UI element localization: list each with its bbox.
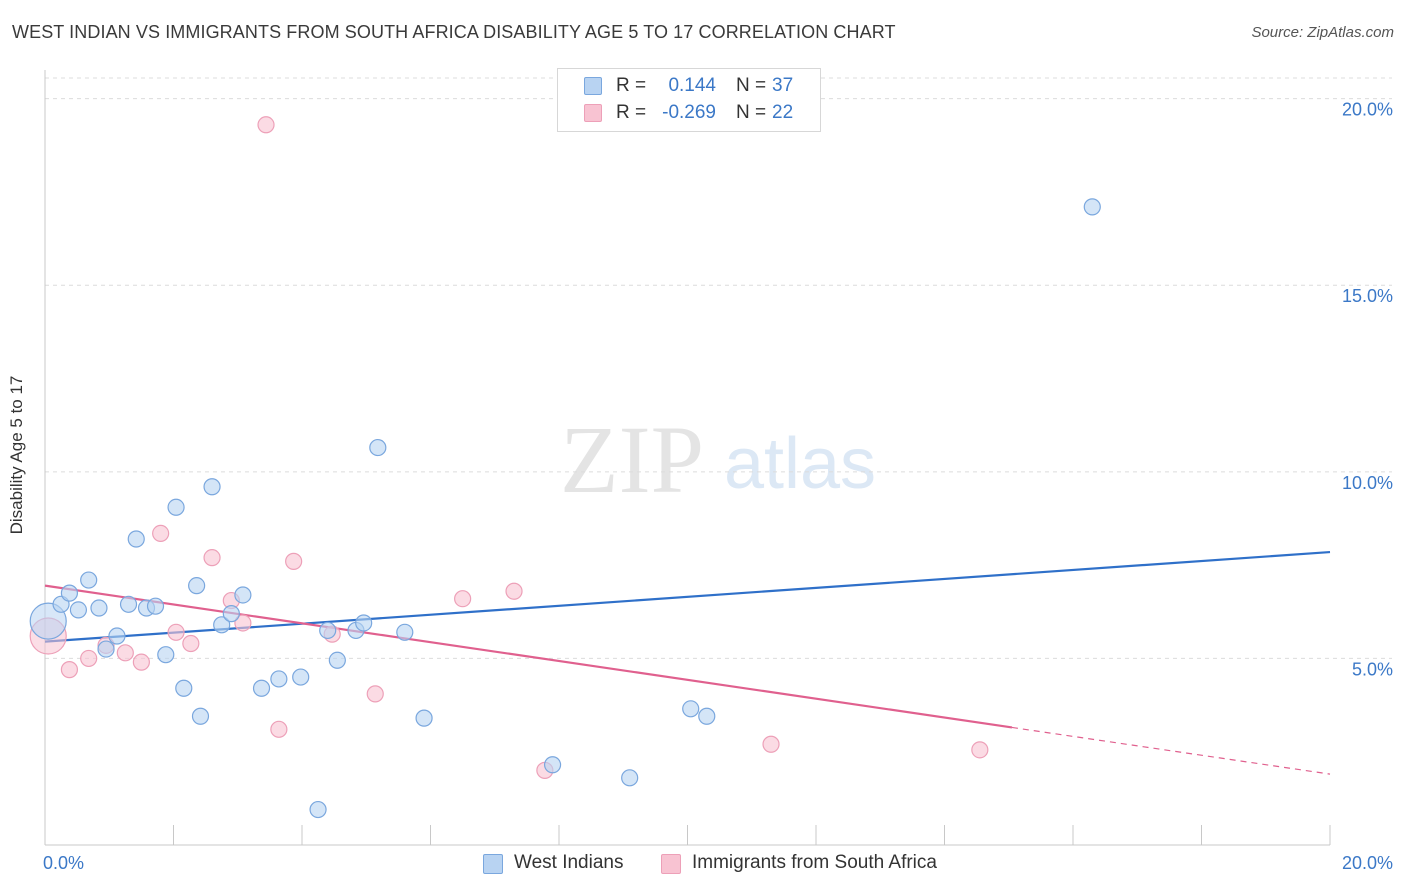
watermark-zip: ZIP [560,406,704,513]
data-point-blue [396,623,414,641]
data-point-blue [415,709,433,727]
data-point-blue [188,577,206,595]
data-point-pink [80,649,98,668]
data-point-blue [203,478,221,496]
data-point-blue [222,605,240,623]
x-tick-label: 20.0% [1342,853,1393,873]
data-point-blue [167,498,185,516]
source-credit: Source: ZipAtlas.com [1251,24,1394,41]
r-value: 0.144 [668,75,716,96]
swatch-south-africa [584,104,602,122]
data-point-blue [80,571,98,589]
x-tick-label: 0.0% [43,853,84,873]
y-axis-label: Disability Age 5 to 17 [7,375,26,535]
data-point-blue [191,707,210,725]
r-label: R = [616,102,647,123]
data-point-blue [543,756,562,774]
data-point-blue [157,646,175,664]
trend-line-blue [44,550,1331,643]
data-point-blue [270,670,288,688]
data-point-pink [116,644,134,662]
watermark-atlas: atlas [724,424,876,504]
stats-legend: R = 0.144 N = 37 R = -0.269 N = 22 [557,68,821,132]
data-point-pink [454,590,472,608]
data-point-blue [369,438,387,457]
data-point-blue [319,621,337,640]
data-point-pink [270,720,288,738]
data-point-blue [108,627,126,645]
series-legend: West Indians Immigrants from South Afric… [0,851,1406,877]
data-point-pink [505,582,523,600]
data-point-blue [60,584,79,602]
swatch-west-indians [584,77,602,95]
data-point-pink [167,623,185,641]
watermark: ZIP atlas [560,406,876,513]
data-point-blue [621,769,639,787]
data-point-pink [762,735,780,753]
y-tick-label: 20.0% [1342,100,1393,120]
data-point-pink [60,661,79,679]
data-point-blue [292,668,310,686]
trend-extension-pink [1011,726,1331,775]
data-point-blue [97,640,115,658]
data-point-blue [213,616,231,634]
data-point-pink [132,653,150,671]
legend-swatch-south-africa [661,854,681,874]
chart-title: WEST INDIAN VS IMMIGRANTS FROM SOUTH AFR… [12,22,896,42]
legend-swatch-west-indians [483,854,503,874]
n-value: 22 [772,102,794,123]
trend-line-pink [44,584,1013,729]
data-point-pink [234,614,252,632]
data-point-blue [175,679,193,697]
data-point-blue [328,651,346,669]
data-point-blue [355,614,373,632]
data-point-blue [309,800,327,819]
r-value: -0.269 [662,102,716,123]
data-point-blue [682,700,700,718]
y-tick-label: 15.0% [1342,286,1393,306]
data-point-blue [29,602,67,640]
data-point-pink [152,524,170,543]
data-point-blue [698,707,716,725]
data-point-pink [285,552,303,570]
legend-label-south-africa: Immigrants from South Africa [692,852,937,873]
r-label: R = [616,75,647,96]
data-point-blue [119,595,138,613]
n-value: 37 [772,75,794,96]
data-point-blue [90,599,108,617]
data-point-blue [234,586,252,604]
data-point-blue [69,601,88,619]
data-point-blue [127,530,145,548]
data-point-blue [146,597,165,615]
y-tick-label: 10.0% [1342,473,1393,493]
data-point-pink [257,116,275,134]
n-label: N = [736,102,767,123]
data-point-blue [1083,198,1101,216]
data-point-pink [366,685,384,703]
legend-label-west-indians: West Indians [514,852,624,873]
y-tick-label: 5.0% [1352,659,1393,679]
data-point-pink [203,549,221,567]
data-point-pink [971,741,989,759]
data-point-blue [252,679,271,697]
n-label: N = [736,75,767,96]
data-point-pink [182,634,200,653]
